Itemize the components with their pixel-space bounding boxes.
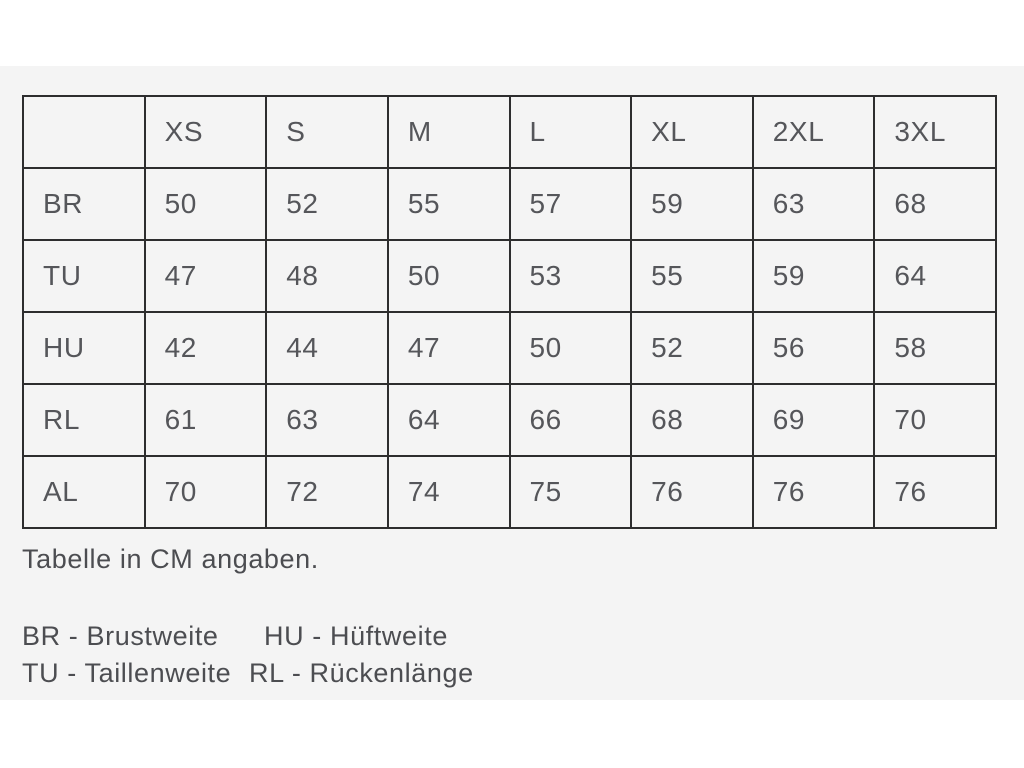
value-cell: 53 — [508, 239, 633, 313]
size-header-row: XS S M L XL 2XL 3XL — [22, 95, 997, 169]
value-cell: 58 — [873, 311, 997, 385]
measurement-code-cell: HU — [22, 311, 146, 385]
value-cell: 72 — [265, 455, 389, 529]
table-row: HU 42 44 47 50 52 56 58 — [22, 311, 997, 385]
value-cell: 76 — [751, 455, 876, 529]
size-column-header: M — [386, 95, 511, 169]
value-cell: 76 — [630, 455, 754, 529]
value-cell: 76 — [873, 455, 997, 529]
value-cell: 52 — [630, 311, 754, 385]
value-cell: 57 — [508, 167, 633, 241]
table-row: AL 70 72 74 75 76 76 76 — [22, 455, 997, 529]
size-chart-panel: XS S M L XL 2XL 3XL BR 50 52 55 57 59 63 68 TU 47 48 50 53… — [0, 66, 1024, 700]
value-cell: 42 — [143, 311, 268, 385]
size-column-header: L — [508, 95, 633, 169]
legend-line-2: TU - Taillenweite RL - Rückenlänge — [22, 655, 474, 692]
units-note: Tabelle in CM angaben. — [22, 544, 319, 574]
measurement-code-cell: TU — [22, 239, 146, 313]
value-cell: 50 — [508, 311, 633, 385]
value-cell: 64 — [386, 383, 511, 457]
legend-line-1: BR - Brustweite HU - Hüftweite — [22, 618, 474, 655]
value-cell: 69 — [751, 383, 876, 457]
measurement-legend: BR - Brustweite HU - Hüftweite TU - Taill… — [22, 618, 474, 692]
value-cell: 50 — [143, 167, 268, 241]
value-cell: 66 — [508, 383, 633, 457]
value-cell: 48 — [265, 239, 389, 313]
value-cell: 44 — [265, 311, 389, 385]
measurement-code-cell: RL — [22, 383, 146, 457]
size-table-head: XS S M L XL 2XL 3XL — [22, 95, 997, 169]
value-cell: 59 — [751, 239, 876, 313]
value-cell: 55 — [386, 167, 511, 241]
value-cell: 47 — [386, 311, 511, 385]
value-cell: 47 — [143, 239, 268, 313]
value-cell: 55 — [630, 239, 754, 313]
value-cell: 52 — [265, 167, 389, 241]
value-cell: 68 — [873, 167, 997, 241]
value-cell: 75 — [508, 455, 633, 529]
measurement-code-cell: BR — [22, 167, 146, 241]
size-column-header: XL — [630, 95, 754, 169]
legend-item-hu: HU - Hüftweite — [264, 621, 448, 651]
legend-item-rl: RL - Rückenlänge — [249, 658, 474, 688]
size-column-header: 3XL — [873, 95, 997, 169]
value-cell: 63 — [265, 383, 389, 457]
legend-item-br: BR - Brustweite — [22, 621, 219, 651]
size-table: XS S M L XL 2XL 3XL BR 50 52 55 57 59 63 68 TU 47 48 50 53… — [22, 95, 997, 529]
size-column-header: 2XL — [751, 95, 876, 169]
table-row: RL 61 63 64 66 68 69 70 — [22, 383, 997, 457]
value-cell: 70 — [873, 383, 997, 457]
value-cell: 74 — [386, 455, 511, 529]
measurement-code-cell: AL — [22, 455, 146, 529]
value-cell: 68 — [630, 383, 754, 457]
legend-item-tu: TU - Taillenweite — [22, 658, 232, 688]
value-cell: 61 — [143, 383, 268, 457]
value-cell: 63 — [751, 167, 876, 241]
size-table-body: BR 50 52 55 57 59 63 68 TU 47 48 50 53 55 59 64 HU 42 44 47… — [22, 167, 997, 529]
size-column-header: XS — [143, 95, 268, 169]
value-cell: 50 — [386, 239, 511, 313]
value-cell: 56 — [751, 311, 876, 385]
table-row: BR 50 52 55 57 59 63 68 — [22, 167, 997, 241]
value-cell: 64 — [873, 239, 997, 313]
corner-cell — [22, 95, 146, 169]
value-cell: 70 — [143, 455, 268, 529]
value-cell: 59 — [630, 167, 754, 241]
table-row: TU 47 48 50 53 55 59 64 — [22, 239, 997, 313]
size-column-header: S — [265, 95, 389, 169]
